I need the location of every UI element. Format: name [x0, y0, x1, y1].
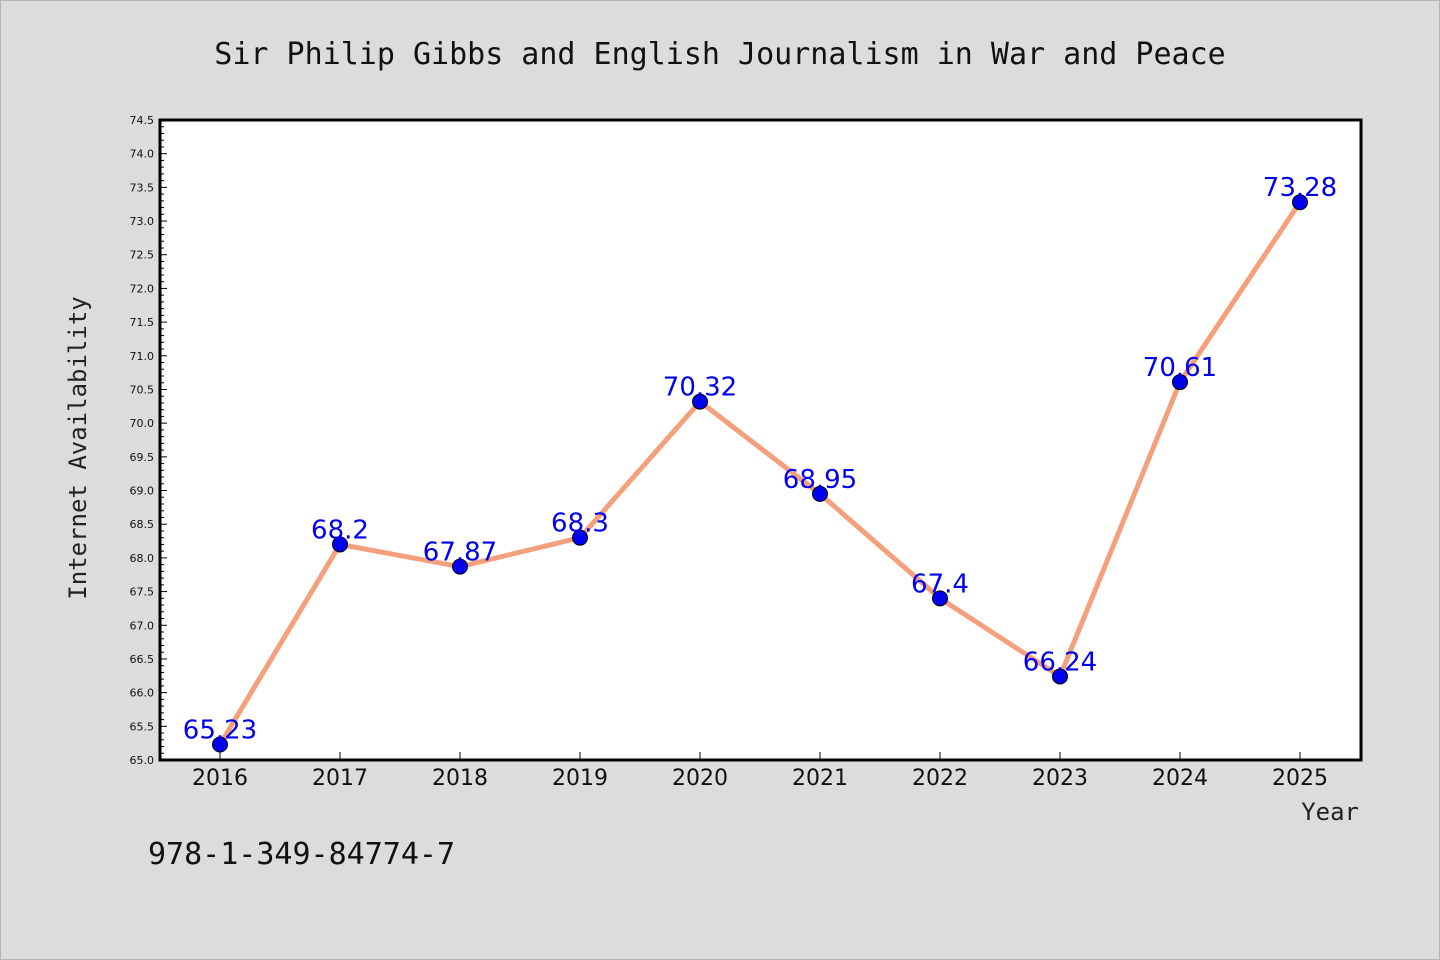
y-tick-label: 69.0 — [130, 485, 155, 498]
x-tick-label: 2023 — [1032, 766, 1088, 791]
y-tick-label: 67.5 — [130, 586, 155, 599]
x-tick-label: 2024 — [1152, 766, 1208, 791]
y-tick-label: 72.5 — [130, 249, 155, 262]
y-tick-label: 67.0 — [130, 619, 155, 632]
data-label: 68.3 — [551, 509, 609, 539]
x-tick-label: 2016 — [192, 766, 248, 791]
data-label: 67.4 — [911, 569, 969, 599]
data-point — [332, 536, 348, 553]
data-label: 67.87 — [423, 538, 497, 568]
y-tick-label: 71.0 — [130, 350, 155, 363]
plot-area — [158, 118, 1363, 762]
data-label: 68.95 — [783, 465, 857, 495]
y-tick-label: 68.0 — [130, 552, 155, 565]
data-label: 66.24 — [1023, 647, 1097, 677]
x-axis-title: Year — [1301, 798, 1359, 826]
x-tick-label: 2017 — [312, 766, 368, 791]
y-tick-label: 70.5 — [130, 383, 155, 396]
data-point — [572, 529, 588, 546]
x-tick-label: 2021 — [792, 766, 848, 791]
data-point — [932, 590, 948, 607]
y-tick-label: 70.0 — [130, 417, 155, 430]
x-tick-label: 2025 — [1272, 766, 1328, 791]
data-label: 70.61 — [1143, 353, 1217, 383]
y-tick-label: 65.0 — [130, 754, 155, 767]
series-line — [217, 199, 1303, 748]
y-tick-label: 72.0 — [130, 282, 155, 295]
data-point — [1292, 194, 1308, 211]
chart-title: Sir Philip Gibbs and English Journalism … — [214, 37, 1225, 72]
data-point — [1172, 374, 1188, 391]
y-tick-label: 74.5 — [130, 114, 155, 127]
y-tick-label: 73.5 — [130, 181, 155, 194]
data-label-group: 65.23 68.2 67.87 68.3 70.32 68.95 67.4 66.24 70.… — [183, 173, 1337, 745]
data-point — [212, 736, 228, 753]
data-label: 68.2 — [311, 515, 369, 545]
data-point — [812, 485, 828, 502]
y-tick-label: 66.0 — [130, 687, 155, 700]
y-tick-label: 68.5 — [130, 518, 155, 531]
x-tick-label: 2020 — [672, 766, 728, 791]
y-tick-label: 65.5 — [130, 720, 155, 733]
x-tick-label: 2022 — [912, 766, 968, 791]
isbn-footnote: 978-1-349-84774-7 — [148, 837, 455, 872]
y-axis: 65.0 65.5 66.0 66.5 67.0 67.5 68.0 68.5 69.0 69.5… — [130, 114, 167, 767]
data-label: 65.23 — [183, 716, 257, 746]
data-point — [452, 558, 468, 575]
y-tick-label: 71.5 — [130, 316, 155, 329]
series-line-group — [212, 194, 1308, 753]
y-tick-label: 73.0 — [130, 215, 155, 228]
y-tick-label: 66.5 — [130, 653, 155, 666]
data-label: 73.28 — [1263, 173, 1337, 203]
x-tick-label: 2018 — [432, 766, 488, 791]
data-point — [1052, 668, 1068, 685]
y-axis-title: Internet Availability — [64, 296, 92, 599]
x-tick-label: 2019 — [552, 766, 608, 791]
data-label: 70.32 — [663, 373, 737, 403]
x-axis: 2016 2017 2018 2019 2020 2021 2022 2023 2024 2025 — [192, 752, 1328, 791]
y-tick-label: 74.0 — [130, 148, 155, 161]
data-point — [692, 393, 708, 410]
y-tick-label: 69.5 — [130, 451, 155, 464]
